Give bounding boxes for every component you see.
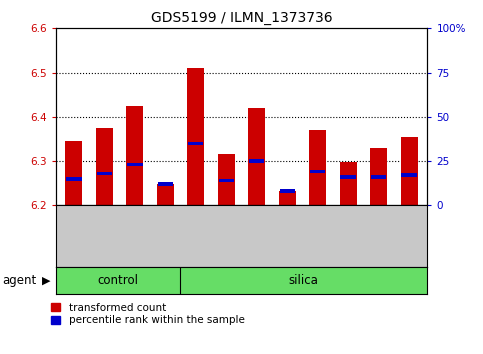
Bar xyxy=(127,163,142,166)
Bar xyxy=(157,184,174,205)
Bar xyxy=(187,68,204,205)
Bar xyxy=(280,189,295,193)
Bar xyxy=(127,106,143,205)
Bar xyxy=(188,142,203,145)
Bar xyxy=(309,130,326,205)
Legend: transformed count, percentile rank within the sample: transformed count, percentile rank withi… xyxy=(51,303,245,325)
Bar xyxy=(96,128,113,205)
Bar xyxy=(401,137,417,205)
Bar xyxy=(249,159,265,163)
Text: silica: silica xyxy=(288,274,318,287)
Text: agent: agent xyxy=(2,274,37,287)
Title: GDS5199 / ILMN_1373736: GDS5199 / ILMN_1373736 xyxy=(151,11,332,24)
Bar xyxy=(157,182,173,186)
Bar xyxy=(97,172,112,175)
Bar xyxy=(340,162,356,205)
Bar xyxy=(341,175,356,179)
Bar xyxy=(218,154,235,205)
Bar xyxy=(370,148,387,205)
Text: control: control xyxy=(97,274,138,287)
Bar xyxy=(218,179,234,182)
Bar xyxy=(310,170,326,173)
Bar xyxy=(279,191,296,205)
Text: ▶: ▶ xyxy=(42,275,50,286)
Bar xyxy=(248,108,265,205)
Bar xyxy=(371,175,386,179)
Bar xyxy=(401,173,417,177)
Bar xyxy=(66,177,82,181)
Bar xyxy=(66,141,82,205)
